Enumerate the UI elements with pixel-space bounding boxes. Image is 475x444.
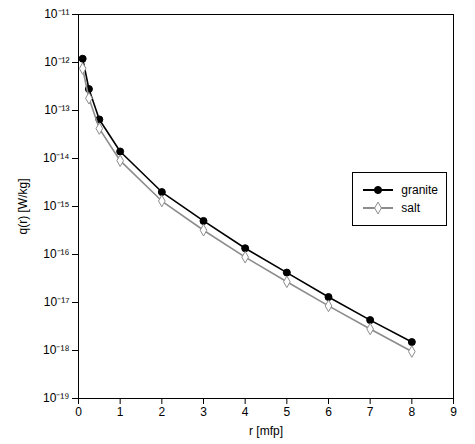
svg-text:10⁻¹⁶: 10⁻¹⁶ — [43, 247, 69, 261]
svg-text:10⁻¹⁵: 10⁻¹⁵ — [43, 199, 69, 213]
svg-text:q(r) [W/kg]: q(r) [W/kg] — [16, 179, 30, 235]
svg-text:0: 0 — [75, 405, 82, 419]
svg-text:9: 9 — [450, 405, 457, 419]
svg-text:4: 4 — [242, 405, 249, 419]
svg-text:10⁻¹⁷: 10⁻¹⁷ — [44, 295, 70, 309]
svg-text:1: 1 — [117, 405, 124, 419]
svg-text:10⁻¹⁴: 10⁻¹⁴ — [43, 151, 70, 165]
svg-text:6: 6 — [325, 405, 332, 419]
svg-text:10⁻¹⁹: 10⁻¹⁹ — [43, 391, 69, 405]
html-text:granite: granite — [401, 183, 438, 197]
html-text:salt: salt — [401, 201, 420, 215]
svg-text:3: 3 — [200, 405, 207, 419]
svg-text:10⁻¹²: 10⁻¹² — [44, 55, 69, 69]
svg-text:10⁻¹⁸: 10⁻¹⁸ — [43, 343, 69, 357]
svg-text:7: 7 — [367, 405, 374, 419]
svg-text:8: 8 — [408, 405, 415, 419]
svg-text:2: 2 — [158, 405, 165, 419]
svg-text:5: 5 — [283, 405, 290, 419]
svg-text:10⁻¹¹: 10⁻¹¹ — [44, 7, 69, 21]
svg-text:r [mfp]: r [mfp] — [249, 424, 283, 438]
svg-text:10⁻¹³: 10⁻¹³ — [44, 103, 69, 117]
